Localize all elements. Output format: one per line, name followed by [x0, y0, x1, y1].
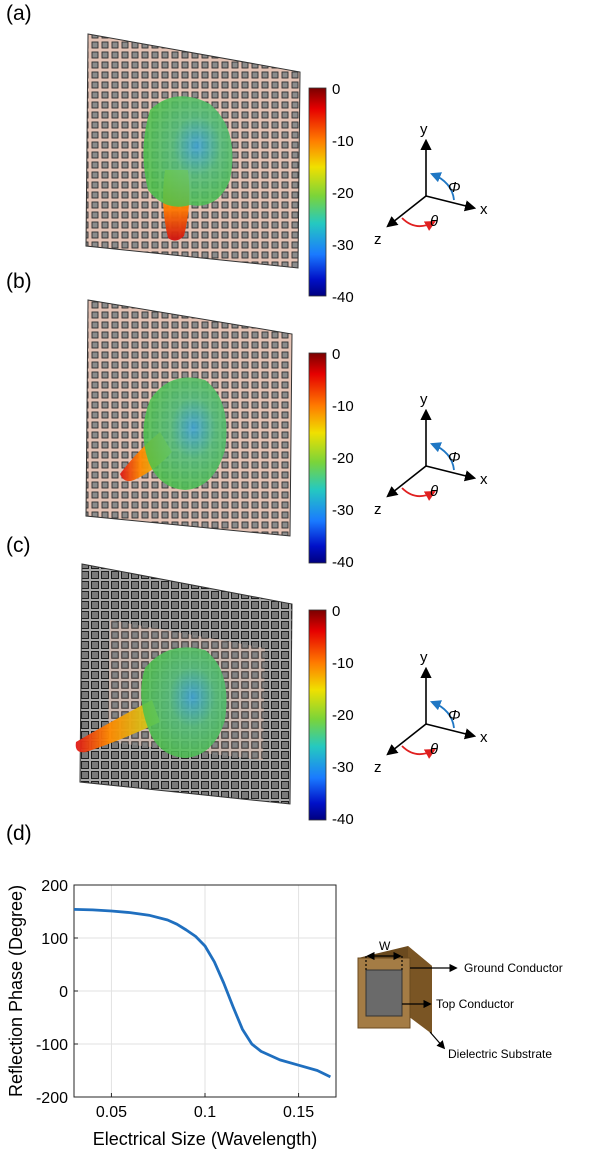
panel-label-c: (c) [6, 534, 31, 557]
dielectric-substrate-label: Dielectric Substrate [448, 1047, 552, 1061]
radiation-pattern-a [143, 96, 233, 207]
axis-z-label-a: z [374, 231, 382, 248]
top-conductor-label: Top Conductor [436, 997, 514, 1011]
colorbar-c-tick-4: -40 [332, 811, 354, 828]
colorbar-a-tick-0: 0 [332, 81, 340, 98]
axes-icon-c: y x z Φ θ [374, 649, 488, 776]
colorbar-c-tick-0: 0 [332, 603, 340, 620]
colorbar-a-tick-4: -40 [332, 289, 354, 306]
colorbar-c-tick-2: -20 [332, 707, 354, 724]
axes-icon-a: y x z Φ θ [374, 121, 488, 248]
panel-b-plot [85, 299, 293, 537]
axis-y-label-a: y [420, 121, 428, 138]
colorbar-a-tick-2: -20 [332, 185, 354, 202]
phi-label-a: Φ [448, 179, 461, 196]
colorbar-a-tick-3: -30 [332, 237, 354, 254]
y-tick-label: -200 [36, 1090, 68, 1107]
theta-label-a: θ [430, 213, 438, 230]
axis-y-label-c: y [420, 649, 428, 666]
panel-a-plot [85, 33, 301, 269]
chart-ticks: 0.05 0.1 0.15 -200 -100 0 100 200 [36, 878, 314, 1121]
colorbar-a [308, 87, 327, 297]
beam-lobe-c [75, 700, 160, 753]
colorbar-b-tick-1: -10 [332, 398, 354, 415]
phi-label-c: Φ [448, 707, 461, 724]
unit-cell-schematic: W Ground Conductor Top Conductor Dielect… [357, 939, 563, 1061]
colorbar-c [308, 609, 327, 821]
x-tick-label: 0.1 [194, 1104, 216, 1121]
axis-z-label-c: z [374, 759, 382, 776]
axis-y-label-b: y [420, 391, 428, 408]
reflection-phase-chart: 0.05 0.1 0.15 -200 -100 0 100 200 Electrical Si… [6, 878, 337, 1149]
theta-label-c: θ [430, 741, 438, 758]
axis-x-label-c: x [480, 729, 488, 746]
colorbar-a-ticks: 0 -10 -20 -30 -40 [332, 81, 354, 306]
dielectric-substrate-right [408, 946, 432, 1034]
colorbar-c-ticks: 0 -10 -20 -30 -40 [332, 603, 354, 828]
w-dimension-label: W [379, 939, 391, 953]
theta-label-b: θ [430, 483, 438, 500]
x-axis-label: Electrical Size (Wavelength) [93, 1129, 317, 1149]
phi-label-b: Φ [448, 449, 461, 466]
panel-label-a: (a) [6, 2, 32, 25]
colorbar-b-tick-2: -20 [332, 450, 354, 467]
y-tick-label: -100 [36, 1037, 68, 1054]
panel-c-plot [75, 563, 293, 805]
radiation-pattern-c [141, 647, 227, 758]
colorbar-b-tick-4: -40 [332, 554, 354, 571]
axis-x-label-a: x [480, 201, 488, 218]
top-conductor [365, 969, 403, 1017]
axes-icon-b: y x z Φ θ [374, 391, 488, 518]
y-axis-label: Reflection Phase (Degree) [6, 885, 26, 1097]
colorbar-a-tick-1: -10 [332, 133, 354, 150]
y-tick-label: 200 [41, 878, 68, 895]
series-line [73, 908, 332, 1079]
colorbar-b-ticks: 0 -10 -20 -30 -40 [332, 346, 354, 571]
radiation-pattern-b [143, 377, 227, 490]
colorbar-b-tick-0: 0 [332, 346, 340, 363]
y-tick-label: 100 [41, 931, 68, 948]
colorbar-b [308, 352, 327, 564]
axis-z-label-b: z [374, 501, 382, 518]
axis-x-label-b: x [480, 471, 488, 488]
y-tick-label: 0 [59, 984, 68, 1001]
x-tick-label: 0.05 [96, 1104, 127, 1121]
ground-conductor-label: Ground Conductor [464, 961, 563, 975]
colorbar-c-tick-3: -30 [332, 759, 354, 776]
colorbar-b-tick-3: -30 [332, 502, 354, 519]
x-tick-label: 0.15 [283, 1104, 314, 1121]
panel-label-b: (b) [6, 270, 32, 293]
colorbar-c-tick-1: -10 [332, 655, 354, 672]
panel-label-d: (d) [6, 822, 32, 845]
